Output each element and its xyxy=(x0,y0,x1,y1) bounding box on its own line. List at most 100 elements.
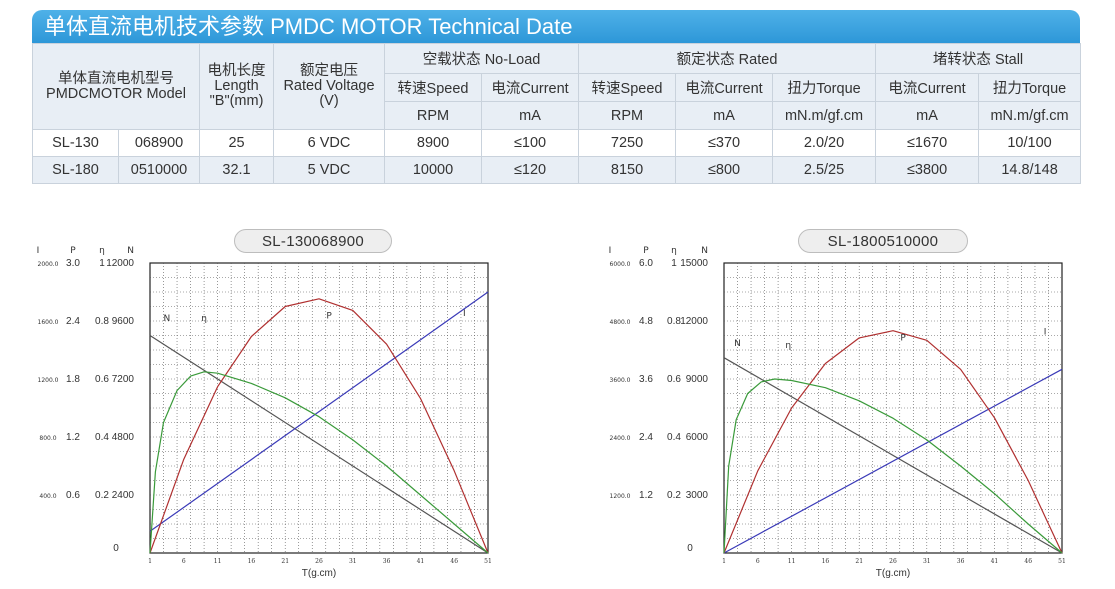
y-tick-label-eta: 0.6 xyxy=(667,374,681,385)
table-cell: 10/100 xyxy=(978,129,1082,157)
x-axis-label: T(g.cm) xyxy=(302,568,336,579)
y-tick-label-zero: 0 xyxy=(113,543,119,554)
grid xyxy=(724,263,1062,553)
y-tick-label-p: 0.6 xyxy=(66,490,80,501)
axis-header: η xyxy=(99,246,105,256)
table-cell: 2.0/20 xyxy=(772,129,877,157)
series-label: P xyxy=(900,333,906,343)
y-tick-label-eta: 0.4 xyxy=(667,432,681,443)
series-label: N xyxy=(734,339,741,349)
x-tick-label: 1 xyxy=(722,558,726,565)
y-tick-label-n: 3000 xyxy=(686,490,709,501)
y-tick-label-eta: 1 xyxy=(99,258,105,269)
unit-cell: mN.m/gf.cm xyxy=(772,101,877,130)
y-tick-label-n: 4800 xyxy=(112,432,135,443)
sub-header: 扭力Torque xyxy=(772,73,877,102)
axis-header: P xyxy=(643,246,649,256)
series-line-eta xyxy=(723,378,1063,554)
axis-header: N xyxy=(127,246,134,256)
table-cell: 25 xyxy=(199,129,275,157)
y-tick-label-n: 7200 xyxy=(112,374,135,385)
table-cell: 7250 xyxy=(578,129,677,157)
y-tick-label-eta: 0.4 xyxy=(95,432,109,443)
series-line-i xyxy=(149,291,489,532)
series-label: I xyxy=(1044,328,1047,338)
y-tick-label-p: 4.8 xyxy=(639,316,653,327)
y-tick-label-n: 2400 xyxy=(112,490,135,501)
table-cell: ≤370 xyxy=(675,129,774,157)
x-tick-label: 1 xyxy=(148,558,152,565)
table-cell: ≤3800 xyxy=(875,156,980,184)
y-tick-label-eta: 1 xyxy=(671,258,677,269)
y-tick-label-i: 1600.0 xyxy=(38,319,59,326)
x-tick-label: 31 xyxy=(349,558,357,565)
x-tick-label: 26 xyxy=(889,558,897,565)
y-tick-label-p: 3.0 xyxy=(66,258,80,269)
x-tick-label: 6 xyxy=(182,558,186,565)
y-tick-label-n: 15000 xyxy=(680,258,708,269)
series-label: I xyxy=(463,309,466,319)
table-cell: 6 VDC xyxy=(273,129,386,157)
x-tick-label: 11 xyxy=(788,558,796,565)
unit-cell: mA xyxy=(875,101,980,130)
unit-cell: RPM xyxy=(578,101,677,130)
x-tick-label: 41 xyxy=(991,558,999,565)
model-header: 单体直流电机型号 PMDCMOTOR Model xyxy=(31,43,201,130)
y-tick-label-eta: 0.2 xyxy=(667,490,681,501)
table-cell: ≤120 xyxy=(481,156,580,184)
y-tick-label-p: 1.2 xyxy=(639,490,653,501)
series-label: P xyxy=(326,312,332,322)
table-row: SL-180 0510000 32.1 5 VDC 10000 ≤120 815… xyxy=(32,156,1082,184)
x-tick-label: 51 xyxy=(1058,558,1066,565)
series-line-p xyxy=(723,330,1063,554)
sub-header: 转速Speed xyxy=(578,73,677,102)
stall-group-header: 堵转状态 Stall xyxy=(875,43,1082,74)
y-tick-label-zero: 0 xyxy=(687,543,693,554)
table-cell: 5 VDC xyxy=(273,156,386,184)
y-tick-label-i: 400.0 xyxy=(39,493,56,500)
chart-title: SL-1800510000 xyxy=(798,229,968,253)
x-tick-label: 36 xyxy=(383,558,391,565)
y-tick-label-i: 1200.0 xyxy=(38,377,59,384)
y-tick-label-n: 9600 xyxy=(112,316,135,327)
y-tick-label-i: 2400.0 xyxy=(610,435,631,442)
rated-group-header: 额定状态 Rated xyxy=(578,43,877,74)
voltage-header-label: 额定电压 Rated Voltage (V) xyxy=(283,63,375,109)
x-tick-label: 36 xyxy=(957,558,965,565)
table-cell: SL-180 xyxy=(32,156,119,184)
unit-cell: mA xyxy=(675,101,774,130)
y-tick-label-i: 800.0 xyxy=(39,435,56,442)
table-cell: 14.8/148 xyxy=(978,156,1082,184)
table-cell: 32.1 xyxy=(199,156,275,184)
table-cell: SL-130 xyxy=(32,129,119,157)
page-title: 单体直流电机技术参数 PMDC MOTOR Technical Date xyxy=(32,10,1080,43)
y-tick-label-p: 6.0 xyxy=(639,258,653,269)
voltage-header: 额定电压 Rated Voltage (V) xyxy=(273,43,386,130)
y-tick-label-n: 12000 xyxy=(106,258,134,269)
y-tick-label-i: 3600.0 xyxy=(610,377,631,384)
x-tick-label: 41 xyxy=(417,558,425,565)
y-tick-label-eta: 0.2 xyxy=(95,490,109,501)
axis-header: I xyxy=(609,246,612,256)
table-row: SL-130 068900 25 6 VDC 8900 ≤100 7250 ≤3… xyxy=(32,129,1082,157)
sub-header: 电流Current xyxy=(875,73,980,102)
table-cell: ≤800 xyxy=(675,156,774,184)
table-cell: ≤1670 xyxy=(875,129,980,157)
axis-header: N xyxy=(701,246,708,256)
y-tick-label-p: 1.2 xyxy=(66,432,80,443)
grid xyxy=(150,263,488,553)
series-line-i xyxy=(723,368,1063,554)
y-tick-label-i: 2000.0 xyxy=(38,261,59,268)
series-label: N xyxy=(164,314,171,324)
length-header-label: 电机长度 Length "B"(mm) xyxy=(207,63,266,109)
x-tick-label: 51 xyxy=(484,558,492,565)
table-cell: 2.5/25 xyxy=(772,156,877,184)
x-tick-label: 21 xyxy=(855,558,863,565)
no-load-group-header: 空载状态 No-Load xyxy=(384,43,580,74)
